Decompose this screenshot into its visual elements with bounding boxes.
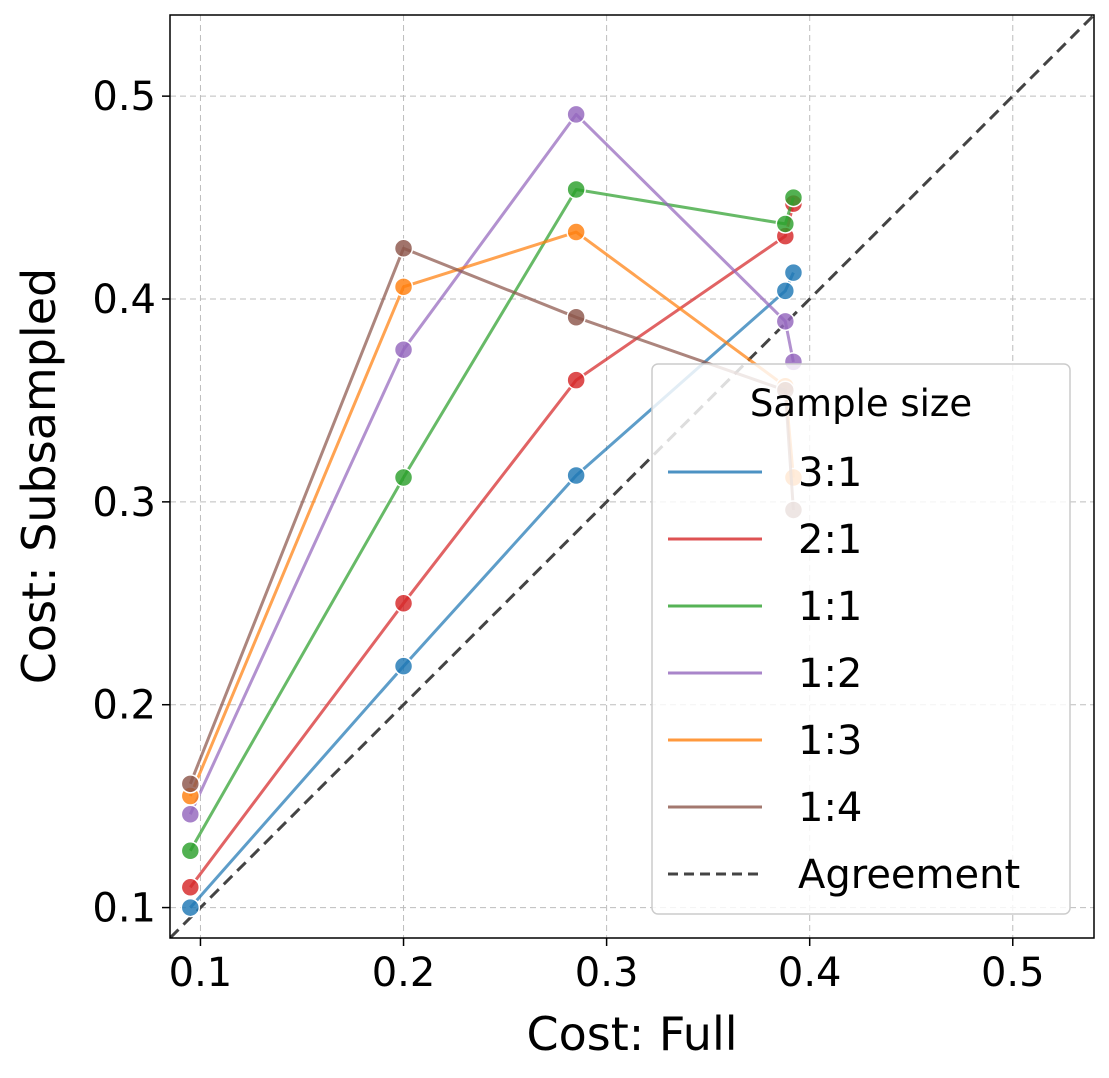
legend-entries: 3:1 2:1 1:1 1:2 1:3 1:4 Agreement bbox=[668, 450, 1020, 898]
legend-label: 1:2 bbox=[798, 651, 862, 697]
x-tick-label: 0.5 bbox=[981, 950, 1045, 996]
y-tick-label: 0.3 bbox=[92, 480, 156, 526]
data-point bbox=[180, 774, 201, 794]
legend-title: Sample size bbox=[750, 382, 972, 425]
x-tick-label: 0.2 bbox=[372, 950, 436, 996]
legend-entry: Agreement bbox=[668, 852, 1020, 898]
y-tick-label: 0.4 bbox=[92, 277, 156, 323]
data-point bbox=[393, 277, 414, 297]
series-1-1 bbox=[180, 179, 804, 861]
legend-label: 1:3 bbox=[798, 718, 862, 764]
data-point bbox=[393, 238, 414, 259]
data-point bbox=[393, 467, 414, 488]
data-point bbox=[180, 877, 201, 898]
legend-entry: 3:1 bbox=[668, 450, 862, 496]
x-tick-label: 0.4 bbox=[778, 950, 842, 996]
data-point bbox=[566, 307, 586, 328]
x-axis-label: Cost: Full bbox=[526, 1007, 737, 1061]
data-point bbox=[775, 281, 796, 301]
x-axis-ticks: 0.1 0.2 0.3 0.4 0.5 bbox=[169, 938, 1045, 996]
data-point bbox=[566, 104, 586, 125]
legend-entry: 2:1 bbox=[668, 517, 862, 563]
legend-entry: 1:4 bbox=[668, 785, 862, 831]
data-point bbox=[393, 656, 414, 676]
data-point bbox=[180, 841, 201, 861]
legend-entry: 1:3 bbox=[668, 718, 862, 764]
data-point bbox=[566, 370, 586, 390]
legend: Sample size 3:1 2:1 1:1 1:2 1:3 1:4 Agreement bbox=[651, 363, 1071, 915]
y-tick-label: 0.2 bbox=[92, 683, 156, 729]
legend-label: 1:1 bbox=[798, 584, 862, 630]
data-point bbox=[180, 804, 201, 825]
plot-frame bbox=[169, 14, 1095, 939]
x-tick-label: 0.3 bbox=[575, 950, 639, 996]
y-tick-label: 0.1 bbox=[92, 886, 156, 932]
legend-label: 3:1 bbox=[798, 450, 862, 496]
series-3-1 bbox=[180, 262, 804, 918]
agreement-line bbox=[170, 15, 1094, 938]
y-axis-label: Cost: Subsampled bbox=[12, 268, 66, 684]
legend-label: 2:1 bbox=[798, 517, 862, 563]
data-point bbox=[775, 311, 796, 332]
legend-label: 1:4 bbox=[798, 785, 862, 831]
legend-entry: 1:1 bbox=[668, 584, 862, 630]
legend-entry: 1:2 bbox=[668, 651, 862, 697]
legend-box bbox=[651, 363, 1071, 915]
x-tick-label: 0.1 bbox=[169, 950, 233, 996]
data-point bbox=[393, 593, 414, 614]
series-1-2 bbox=[180, 104, 804, 825]
data-point bbox=[566, 465, 586, 486]
data-point bbox=[783, 262, 804, 283]
data-point bbox=[566, 222, 586, 242]
data-point bbox=[783, 187, 804, 208]
data-point bbox=[393, 339, 414, 360]
y-axis-ticks: 0.1 0.2 0.3 0.4 0.5 bbox=[92, 74, 170, 932]
y-tick-label: 0.5 bbox=[92, 74, 156, 120]
data-point bbox=[566, 179, 586, 200]
legend-label: Agreement bbox=[798, 852, 1020, 898]
data-point bbox=[775, 214, 796, 234]
data-point bbox=[180, 897, 201, 918]
